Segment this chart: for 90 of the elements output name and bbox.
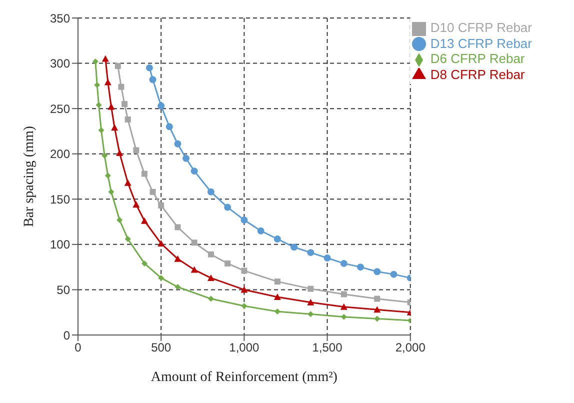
- y-axis-title: Bar spacing (mm): [22, 126, 37, 228]
- point: [174, 140, 182, 148]
- point: [158, 274, 164, 281]
- point: [274, 308, 280, 314]
- y-tick-label: 100: [50, 238, 70, 252]
- point: [357, 264, 364, 271]
- point: [308, 311, 314, 318]
- point: [111, 124, 118, 131]
- point: [208, 296, 214, 302]
- x-axis-title: Amount of Reinforcement (mm²): [150, 370, 338, 385]
- point: [390, 270, 398, 278]
- point: [257, 227, 264, 234]
- point: [274, 293, 281, 300]
- point: [340, 291, 347, 298]
- point: [207, 188, 214, 196]
- point: [208, 251, 214, 258]
- point: [104, 172, 111, 179]
- point: [340, 303, 348, 310]
- point: [307, 298, 314, 306]
- point: [374, 268, 381, 276]
- point: [374, 306, 381, 313]
- point: [94, 82, 100, 88]
- point: [116, 216, 123, 223]
- y-tick-label: 0: [63, 328, 70, 342]
- point: [133, 147, 140, 154]
- point: [92, 58, 98, 64]
- point: [290, 244, 298, 251]
- point: [207, 274, 214, 281]
- point: [241, 268, 248, 274]
- point: [124, 236, 131, 242]
- x-tick-label: 2,000: [395, 340, 426, 355]
- point: [240, 286, 248, 293]
- point: [158, 240, 165, 247]
- point: [141, 260, 148, 266]
- point: [241, 303, 248, 310]
- point: [149, 76, 156, 84]
- legend-label: D10 CFRP Rebar: [430, 20, 532, 35]
- point: [122, 101, 128, 108]
- y-tick-label: 250: [50, 102, 70, 116]
- point: [108, 103, 115, 110]
- x-tick-label: 1,000: [229, 340, 260, 355]
- point: [374, 316, 380, 322]
- point: [124, 116, 131, 122]
- legend-label: D6 CFRP Rebar: [430, 51, 525, 66]
- point: [174, 224, 181, 230]
- point: [158, 102, 165, 110]
- point: [166, 123, 173, 130]
- point: [108, 188, 114, 195]
- point: [98, 127, 104, 134]
- point: [224, 204, 232, 211]
- y-tick-label: 300: [50, 56, 70, 71]
- point: [224, 260, 231, 266]
- x-tick-label: 0: [74, 340, 82, 355]
- y-tick-label: 50: [56, 282, 70, 297]
- y-tick-label: 150: [50, 192, 70, 206]
- point: [146, 64, 153, 72]
- point: [116, 149, 124, 156]
- x-tick-label: 1,500: [312, 340, 343, 355]
- point: [274, 278, 280, 285]
- point: [191, 240, 198, 246]
- point: [132, 201, 140, 208]
- point: [150, 188, 156, 195]
- point: [274, 235, 281, 242]
- point: [340, 314, 347, 320]
- y-tick-label: 200: [50, 147, 70, 162]
- point: [140, 217, 148, 224]
- point: [182, 154, 190, 162]
- point: [174, 255, 182, 262]
- point: [307, 249, 314, 256]
- point: [104, 78, 112, 86]
- point: [190, 168, 198, 175]
- point: [102, 55, 109, 62]
- point: [308, 286, 314, 292]
- point: [114, 63, 121, 70]
- point: [158, 202, 164, 208]
- point: [340, 260, 348, 267]
- point: [174, 284, 181, 290]
- x-tick-label: 500: [151, 340, 172, 355]
- y-tick-label: 350: [50, 11, 70, 26]
- point: [324, 254, 331, 262]
- point: [374, 296, 380, 302]
- legend-label: D8 CFRP Rebar: [430, 66, 525, 82]
- point: [141, 170, 148, 177]
- point: [118, 84, 124, 90]
- point: [96, 102, 102, 108]
- point: [124, 179, 132, 186]
- point: [190, 266, 198, 273]
- point: [240, 216, 248, 224]
- legend-label: D13 CFRP Rebar: [430, 36, 532, 51]
- point: [102, 152, 108, 159]
